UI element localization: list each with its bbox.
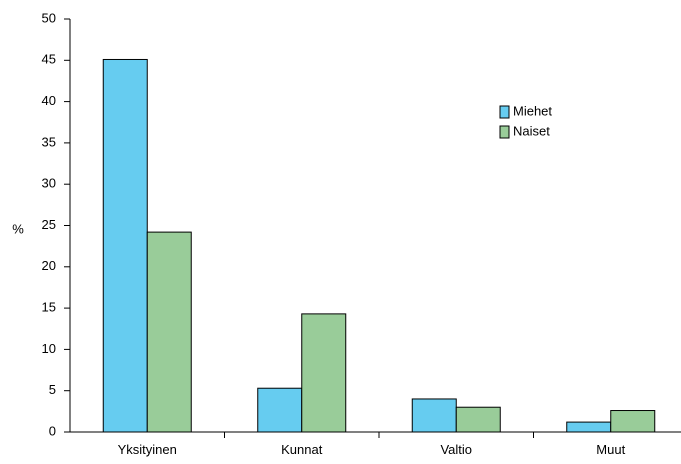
y-tick-label: 15: [42, 300, 56, 315]
bar-miehet-muut: [566, 421, 612, 433]
x-tick-label: Valtio: [440, 442, 472, 457]
y-axis-title: %: [12, 221, 24, 236]
y-tick-label: 45: [42, 52, 56, 67]
bar-naiset-valtio: [455, 406, 501, 433]
y-tick-label: 5: [49, 382, 56, 397]
bar-naiset-yksityinen: [146, 231, 192, 433]
bar-miehet-yksityinen: [102, 58, 148, 433]
y-tick-label: 40: [42, 93, 56, 108]
legend-label-miehet: Miehet: [513, 103, 552, 118]
y-tick-label: 30: [42, 176, 56, 191]
x-tick-label: Kunnat: [281, 442, 323, 457]
legend-swatch-naiset: [499, 125, 510, 139]
x-tick-label: Muut: [596, 442, 625, 457]
y-tick-label: 25: [42, 217, 56, 232]
legend-swatch-miehet: [499, 105, 510, 119]
x-tick-label: Yksityinen: [118, 442, 177, 457]
y-tick-label: 35: [42, 134, 56, 149]
bar-naiset-muut: [610, 410, 656, 433]
y-tick-label: 20: [42, 258, 56, 273]
legend: Miehet Naiset: [499, 103, 552, 139]
y-tick-label: 50: [42, 10, 56, 25]
y-axis: 0 5 10 15 20 25 30 35 40 45 50: [42, 10, 71, 438]
bar-naiset-kunnat: [301, 313, 347, 433]
legend-label-naiset: Naiset: [513, 123, 550, 138]
y-tick-label: 0: [49, 423, 56, 438]
bar-miehet-kunnat: [257, 387, 303, 433]
x-axis: Yksityinen Kunnat Valtio Muut: [70, 431, 681, 457]
bar-miehet-valtio: [411, 398, 457, 433]
y-tick-label: 10: [42, 341, 56, 356]
bars: [102, 58, 656, 433]
